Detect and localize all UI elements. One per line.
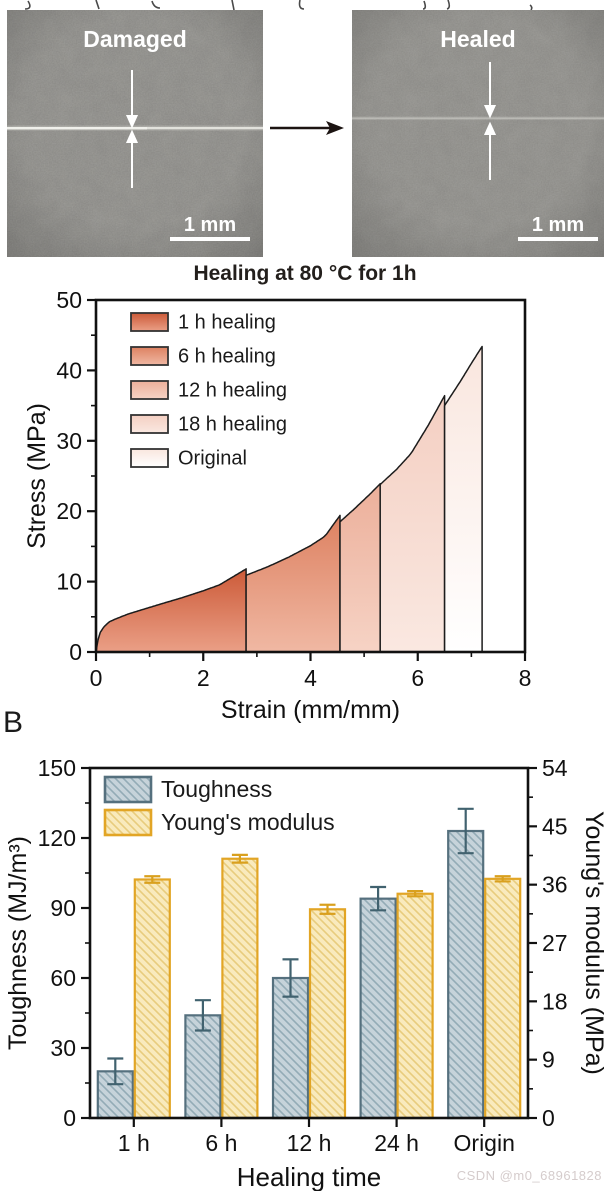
area-region-5 <box>443 345 483 653</box>
scale-bar: 1 mm <box>518 214 598 241</box>
legend-swatch <box>103 808 153 837</box>
crack-pointer-arrows <box>483 62 497 180</box>
bar-toughness-6h <box>184 1014 222 1120</box>
scale-bar-label: 1 mm <box>184 214 236 236</box>
bar-young-s-modulus-6h <box>221 857 259 1120</box>
bar-toughness-24h <box>359 897 397 1120</box>
legend-swatch <box>130 448 169 468</box>
legend-label: Original <box>178 448 247 470</box>
legend-swatch <box>130 312 169 332</box>
legend-label: 18 h healing <box>178 414 287 436</box>
right-tick-label: 54 <box>542 755 568 781</box>
y-tick-label: 40 <box>56 357 82 383</box>
legend-swatch <box>103 775 153 804</box>
y-tick-label: 10 <box>56 569 82 595</box>
bar-young-s-modulus-Origin <box>484 877 522 1120</box>
bar-toughness-12h <box>271 976 310 1120</box>
x-category-label: Origin <box>454 1130 515 1156</box>
x-tick-label: 8 <box>519 665 532 691</box>
bar-young-s-modulus-1h <box>133 878 171 1120</box>
y-tick-label: 20 <box>56 498 82 524</box>
y-tick-label: 50 <box>56 287 82 313</box>
healed-line <box>352 116 604 121</box>
clipped-text-strip <box>24 0 533 10</box>
x-axis-title: Healing time <box>237 1162 382 1191</box>
x-tick-label: 4 <box>304 665 317 691</box>
scale-bar: 1 mm <box>170 214 250 241</box>
right-tick-label: 9 <box>542 1047 555 1073</box>
x-tick-label: 6 <box>411 665 424 691</box>
legend-label: 1 h healing <box>178 312 276 334</box>
legend-label: Toughness <box>161 776 272 802</box>
stress-strain-chart: 0 10 20 30 40 50 0 2 4 6 8 Stress (MPa) Strain (mm/m… <box>23 287 532 724</box>
damaged-image: Damaged 1 mm <box>7 10 263 257</box>
x-category-label: 24 h <box>374 1130 419 1156</box>
area-region-3 <box>339 482 381 653</box>
crack-line <box>7 125 263 131</box>
scale-bar-label: 1 mm <box>532 214 584 236</box>
toughness-modulus-chart: 1 h 6 h 12 h 24 h Origin 0 30 60 90 120 150 0 9 18 27 3… <box>4 755 608 1191</box>
legend-label: 12 h healing <box>178 380 287 402</box>
right-tick-label: 27 <box>542 930 568 956</box>
panel-b-label: B <box>3 706 24 739</box>
area-region-1 <box>95 568 247 653</box>
right-arrow-icon <box>270 121 344 135</box>
legend-swatch <box>130 414 169 434</box>
left-tick-label: 0 <box>63 1105 76 1131</box>
right-tick-label: 0 <box>542 1105 555 1131</box>
area-region-2 <box>245 514 341 653</box>
legend-label: Young's modulus <box>161 809 335 835</box>
legend-swatch <box>130 380 169 400</box>
bar-young-s-modulus-12h <box>308 908 347 1120</box>
legend-label: 6 h healing <box>178 346 276 368</box>
damaged-label: Damaged <box>83 26 187 52</box>
x-category-label: 12 h <box>287 1130 332 1156</box>
bar-young-s-modulus-24h <box>396 892 434 1120</box>
healed-image: Healed 1 mm <box>352 10 604 257</box>
bar-toughness-Origin <box>447 829 485 1120</box>
x-category-label: 1 h <box>118 1130 150 1156</box>
left-tick-label: 150 <box>38 755 76 781</box>
y-axis-title: Stress (MPa) <box>23 403 51 549</box>
watermark: CSDN @m0_68961828 <box>456 1168 602 1183</box>
left-tick-label: 90 <box>50 895 76 921</box>
x-tick-label: 2 <box>197 665 210 691</box>
left-tick-label: 120 <box>38 825 76 851</box>
x-axis-title: Strain (mm/mm) <box>221 696 400 724</box>
area-region-4 <box>379 394 446 653</box>
x-category-label: 6 h <box>205 1130 237 1156</box>
right-tick-label: 18 <box>542 988 568 1014</box>
left-axis-title: Toughness (MJ/m³) <box>4 836 32 1050</box>
x-tick-label: 0 <box>90 665 103 691</box>
healed-label: Healed <box>440 26 515 52</box>
right-axis-title: Young's modulus (MPa) <box>580 811 608 1075</box>
left-tick-label: 60 <box>50 965 76 991</box>
y-tick-label: 30 <box>56 428 82 454</box>
left-tick-label: 30 <box>50 1035 76 1061</box>
right-tick-label: 36 <box>542 872 568 898</box>
right-tick-label: 45 <box>542 813 568 839</box>
chart-a-title: Healing at 80 °C for 1h <box>193 262 417 285</box>
legend-swatch <box>130 346 169 366</box>
y-tick-label: 0 <box>69 639 82 665</box>
crack-pointer-arrows <box>125 70 139 188</box>
